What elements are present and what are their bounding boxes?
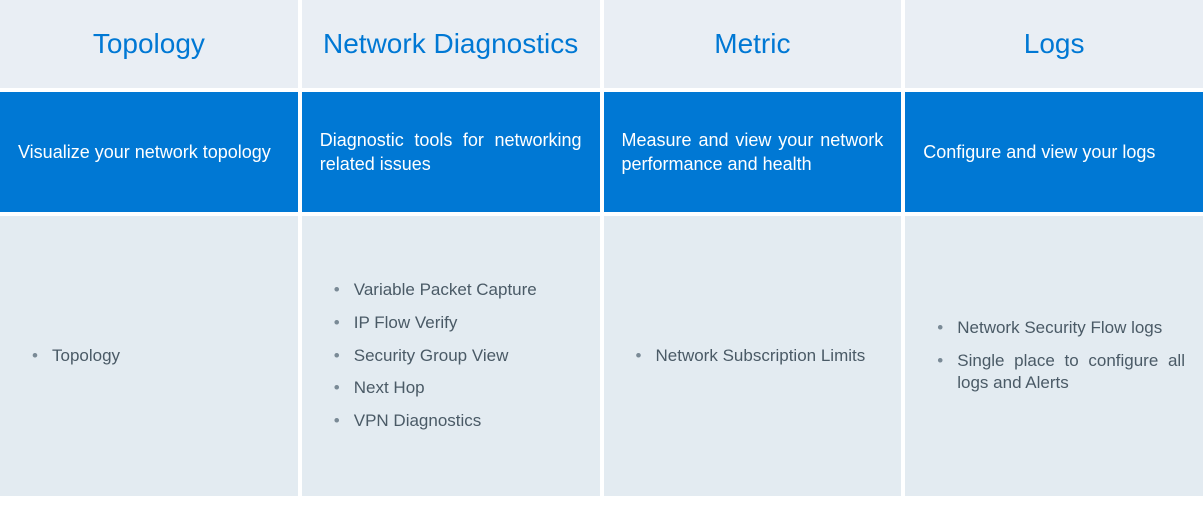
features-network-diagnostics: Variable Packet Capture IP Flow Verify Sec… bbox=[302, 216, 600, 496]
features-metric: Network Subscription Limits bbox=[604, 216, 902, 496]
features-logs: Network Security Flow logs Single place t… bbox=[905, 216, 1203, 496]
header-metric: Metric bbox=[604, 0, 902, 88]
header-logs: Logs bbox=[905, 0, 1203, 88]
desc-network-diagnostics: Diagnostic tools for networking related … bbox=[302, 92, 600, 212]
header-network-diagnostics: Network Diagnostics bbox=[302, 0, 600, 88]
feature-comparison-grid: Topology Network Diagnostics Metric Logs… bbox=[0, 0, 1203, 496]
header-title: Logs bbox=[1024, 28, 1085, 60]
features-list: Topology bbox=[18, 335, 280, 378]
feature-item: VPN Diagnostics bbox=[328, 410, 582, 433]
header-topology: Topology bbox=[0, 0, 298, 88]
feature-item: IP Flow Verify bbox=[328, 312, 582, 335]
desc-text: Measure and view your network performanc… bbox=[622, 128, 884, 177]
header-title: Network Diagnostics bbox=[323, 28, 578, 60]
features-list: Network Subscription Limits bbox=[622, 335, 884, 378]
desc-topology: Visualize your network topology bbox=[0, 92, 298, 212]
desc-text: Visualize your network topology bbox=[18, 140, 280, 164]
feature-item: Network Subscription Limits bbox=[630, 345, 884, 368]
feature-item: Topology bbox=[26, 345, 280, 368]
desc-logs: Configure and view your logs bbox=[905, 92, 1203, 212]
feature-item: Network Security Flow logs bbox=[931, 317, 1185, 340]
header-title: Topology bbox=[93, 28, 205, 60]
feature-item: Security Group View bbox=[328, 345, 582, 368]
desc-metric: Measure and view your network performanc… bbox=[604, 92, 902, 212]
features-list: Variable Packet Capture IP Flow Verify Sec… bbox=[320, 269, 582, 444]
feature-item: Next Hop bbox=[328, 377, 582, 400]
features-list: Network Security Flow logs Single place t… bbox=[923, 307, 1185, 406]
desc-text: Configure and view your logs bbox=[923, 140, 1185, 164]
header-title: Metric bbox=[714, 28, 790, 60]
desc-text: Diagnostic tools for networking related … bbox=[320, 128, 582, 177]
feature-item: Single place to configure all logs and A… bbox=[931, 350, 1185, 396]
feature-item: Variable Packet Capture bbox=[328, 279, 582, 302]
features-topology: Topology bbox=[0, 216, 298, 496]
